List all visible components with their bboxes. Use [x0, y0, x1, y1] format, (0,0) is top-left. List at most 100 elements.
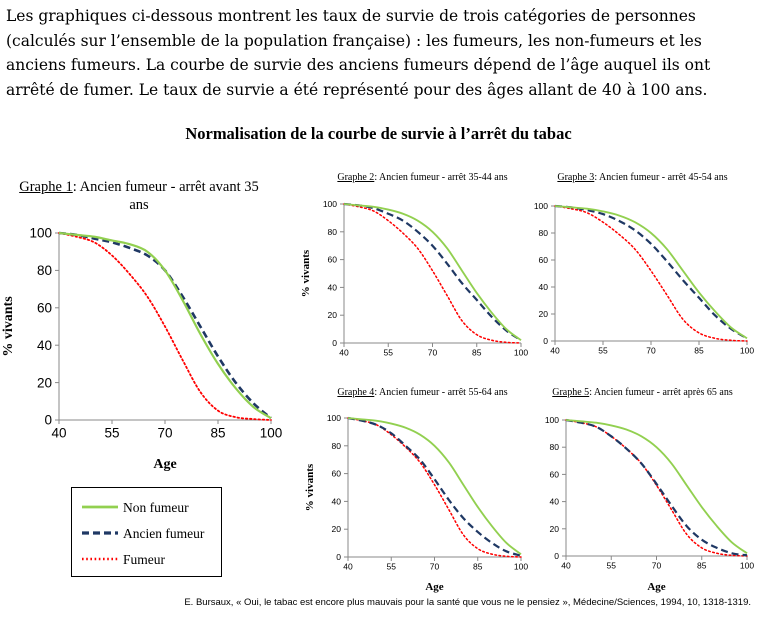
graph-5-subtitle: : Ancien fumeur - arrêt après 65 ans [589, 387, 733, 398]
y-tick-label: 100 [29, 226, 52, 241]
chart-1: 0 20 40 60 80 100 40 55 70 85 100 % vivants Age [1, 226, 282, 472]
y-axis-label: % vivants [1, 296, 16, 357]
y-tick-label: 60 [37, 301, 52, 316]
x-tick-label: 55 [387, 562, 397, 572]
x-tick-label: 55 [598, 346, 608, 356]
series-line-fumeur [565, 419, 748, 557]
graph-4-label: Graphe 4 [337, 387, 375, 398]
graph-2-title: Graphe 2: Ancien fumeur - arrêt 35-44 an… [300, 172, 545, 183]
x-axis-label: Age [153, 457, 176, 472]
x-tick-label: 70 [652, 561, 662, 571]
chart-3: 0 20 40 60 80 100 40 55 70 85 100 [534, 201, 755, 356]
y-tick-label: 80 [332, 441, 342, 451]
legend-swatch-dotted [82, 557, 118, 561]
y-tick-label: 60 [539, 255, 549, 265]
y-tick-label: 100 [534, 201, 548, 211]
legend-item-non-fumeur: Non fumeur [72, 498, 223, 518]
series-line-non-fumeur [58, 231, 272, 420]
graph-1-title: Graphe 1: Ancien fumeur - arrêt avant 35… [14, 178, 264, 214]
graph-2-subtitle: : Ancien fumeur - arrêt 35-44 ans [374, 172, 508, 183]
legend-label: Fumeur [123, 552, 165, 567]
y-tick-label: 0 [44, 413, 52, 428]
x-tick-label: 85 [472, 348, 482, 358]
series-line-ancien-fumeur [554, 204, 748, 340]
x-tick-label: 70 [428, 348, 438, 358]
series-line-fumeur [347, 417, 522, 558]
graph-3-title: Graphe 3: Ancien fumeur - arrêt 45-54 an… [520, 172, 757, 183]
y-tick-label: 0 [543, 336, 548, 346]
chart-2: 0 20 40 60 80 100 40 55 70 85 100 % vivants [300, 199, 528, 358]
x-tick-label: 85 [697, 561, 707, 571]
graph-1-label: Graphe 1 [19, 179, 73, 195]
y-tick-label: 80 [328, 227, 338, 237]
y-tick-label: 20 [332, 524, 342, 534]
chart-4: 0 20 40 60 80 100 40 55 70 85 100 % vivants Age [304, 413, 528, 593]
legend-swatch-dashed [82, 531, 118, 535]
series-line-non-fumeur [347, 417, 522, 555]
series-line-non-fumeur [343, 203, 522, 341]
y-tick-label: 40 [539, 282, 549, 292]
y-tick-label: 20 [550, 524, 560, 534]
y-tick-label: 60 [332, 469, 342, 479]
graph-3-subtitle: : Ancien fumeur - arrêt 45-54 ans [594, 172, 728, 183]
graph-5-label: Graphe 5 [552, 387, 590, 398]
x-tick-label: 100 [740, 561, 754, 571]
legend-item-fumeur: Fumeur [72, 550, 223, 570]
graph-5-title: Graphe 5: Ancien fumeur - arrêt après 65… [520, 387, 757, 398]
graph-4-title: Graphe 4: Ancien fumeur - arrêt 55-64 an… [300, 387, 545, 398]
x-tick-label: 40 [550, 346, 560, 356]
series-line-ancien-fumeur [347, 416, 522, 557]
x-tick-label: 40 [339, 348, 349, 358]
source-citation: E. Bursaux, « Oui, le tabac est encore p… [184, 597, 751, 608]
y-tick-label: 0 [554, 551, 559, 561]
y-tick-label: 20 [37, 375, 52, 390]
x-tick-label: 55 [104, 426, 119, 441]
series-line-fumeur [343, 203, 522, 344]
graph-2-label: Graphe 2 [337, 172, 375, 183]
legend-label: Non fumeur [123, 500, 189, 515]
graph-1-subtitle: : Ancien fumeur - arrêt avant 35 ans [72, 179, 259, 213]
x-tick-label: 40 [51, 426, 66, 441]
graph-3-label: Graphe 3 [557, 172, 595, 183]
x-tick-label: 55 [384, 348, 394, 358]
y-tick-label: 100 [323, 199, 337, 209]
y-axis-label: % vivants [304, 463, 316, 511]
graph-4-subtitle: : Ancien fumeur - arrêt 55-64 ans [374, 387, 508, 398]
series-line-non-fumeur [554, 205, 748, 340]
x-tick-label: 100 [514, 348, 528, 358]
series-line-ancien-fumeur [565, 418, 748, 557]
intro-paragraph: Les graphiques ci-dessous montrent les t… [6, 7, 711, 99]
x-tick-label: 85 [210, 426, 225, 441]
main-title: Normalisation de la courbe de survie à l… [185, 124, 572, 143]
legend-item-ancien-fumeur: Ancien fumeur [72, 524, 223, 544]
series-line-fumeur [554, 205, 748, 342]
y-tick-label: 80 [539, 228, 549, 238]
chart-legend: Non fumeur Ancien fumeur Fumeur [71, 487, 222, 577]
y-tick-label: 60 [328, 255, 338, 265]
x-tick-label: 70 [157, 426, 172, 441]
y-tick-label: 80 [37, 263, 52, 278]
y-tick-label: 0 [336, 552, 341, 562]
series-line-ancien-fumeur [343, 202, 522, 342]
y-tick-label: 20 [539, 309, 549, 319]
x-tick-label: 85 [694, 346, 704, 356]
x-tick-label: 100 [260, 426, 283, 441]
legend-label: Ancien fumeur [123, 526, 205, 541]
x-tick-label: 55 [607, 561, 617, 571]
y-tick-label: 100 [327, 413, 341, 423]
x-tick-label: 85 [473, 562, 483, 572]
x-tick-label: 40 [343, 562, 353, 572]
chart-5: 0 20 40 60 80 100 40 55 70 85 100 Age [545, 415, 755, 593]
y-tick-label: 40 [550, 497, 560, 507]
legend-swatch-solid [82, 505, 118, 509]
x-tick-label: 100 [514, 562, 528, 572]
x-axis-label: Age [647, 581, 665, 593]
series-line-fumeur [58, 232, 272, 421]
y-tick-label: 20 [328, 310, 338, 320]
x-tick-label: 70 [646, 346, 656, 356]
x-axis-label: Age [425, 581, 443, 593]
y-tick-label: 60 [550, 469, 560, 479]
x-tick-label: 40 [561, 561, 571, 571]
x-tick-label: 100 [740, 346, 754, 356]
